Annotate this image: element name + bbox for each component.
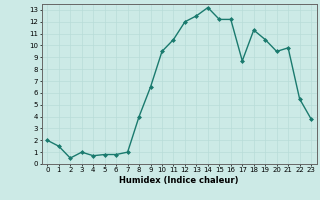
X-axis label: Humidex (Indice chaleur): Humidex (Indice chaleur) <box>119 176 239 185</box>
